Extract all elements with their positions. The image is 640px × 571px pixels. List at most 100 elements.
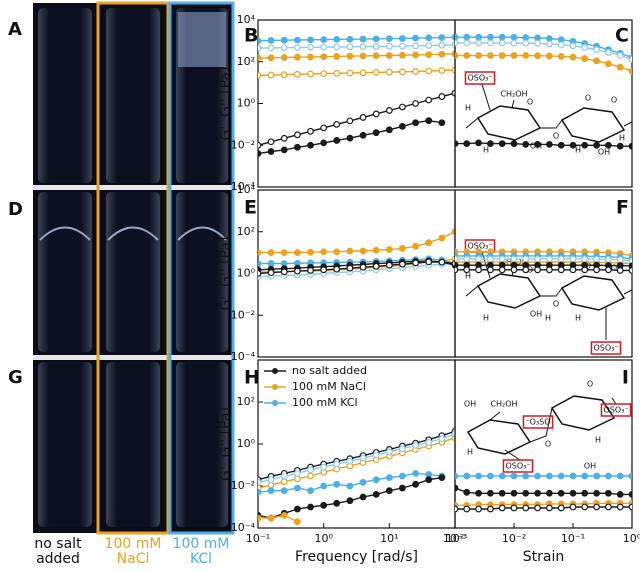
data-point	[523, 53, 529, 59]
x-tick-label: 10⁻³	[443, 532, 467, 545]
panel-label: F	[616, 197, 629, 219]
panel-label: C	[615, 25, 629, 47]
data-point	[488, 34, 494, 40]
data-point	[387, 262, 393, 268]
data-point	[558, 505, 564, 511]
series-group	[255, 229, 458, 280]
structure-label: OH	[530, 310, 542, 319]
data-point	[400, 124, 406, 130]
data-point	[308, 249, 314, 255]
chart: COSO₃⁻CH₂OHHOHOHOOOHOHH	[452, 20, 635, 187]
panel-label: D	[8, 199, 23, 220]
legend-label: no salt added	[292, 364, 367, 377]
y-axis-title: G', G'' [Pa]	[218, 407, 234, 481]
structure-label: O	[527, 98, 533, 107]
data-point	[268, 261, 274, 267]
data-point	[295, 485, 301, 491]
ring	[562, 108, 624, 142]
structure-label: OSO₃⁻	[593, 344, 618, 353]
data-point	[347, 498, 353, 504]
data-point	[308, 488, 314, 494]
data-point	[295, 250, 301, 256]
data-point	[347, 248, 353, 254]
x-tick-label: 10⁰	[314, 532, 333, 545]
data-point	[476, 506, 482, 512]
data-point	[511, 256, 517, 262]
data-point	[334, 461, 340, 467]
data-point	[476, 53, 482, 59]
structure-label: H	[483, 146, 489, 155]
data-point	[452, 485, 458, 491]
data-point	[488, 141, 494, 147]
data-point	[295, 471, 301, 477]
data-point	[255, 55, 261, 61]
data-point	[347, 459, 353, 465]
y-tick-label: 10⁻²	[231, 479, 255, 492]
data-point	[426, 440, 432, 446]
y-tick-label: 10⁰	[237, 97, 256, 110]
legend-label: 100 mM KCl	[292, 396, 358, 409]
structure-label: O	[611, 264, 617, 273]
data-point	[281, 479, 287, 485]
data-point	[281, 72, 287, 78]
data-point	[268, 149, 274, 155]
data-point	[308, 71, 314, 77]
data-point	[535, 41, 541, 47]
data-point	[452, 473, 458, 479]
panel-label: I	[622, 367, 629, 389]
data-point	[321, 71, 327, 77]
data-point	[439, 259, 445, 265]
data-point	[629, 57, 635, 63]
structure-label: H	[595, 436, 601, 445]
data-point	[476, 40, 482, 46]
data-point	[360, 494, 366, 500]
structure-label: OSO₃⁻	[467, 74, 492, 83]
data-point	[268, 38, 274, 44]
data-point	[476, 34, 482, 40]
data-point	[439, 235, 445, 241]
data-point	[321, 37, 327, 43]
photos	[33, 3, 233, 533]
data-point	[558, 490, 564, 496]
data-point	[413, 471, 419, 477]
data-point	[594, 504, 600, 510]
series-group	[452, 249, 635, 273]
data-point	[558, 54, 564, 60]
data-point	[464, 141, 470, 147]
data-point	[606, 50, 612, 56]
data-point	[570, 54, 576, 60]
data-point	[308, 54, 314, 60]
data-point	[439, 120, 445, 126]
data-point	[476, 490, 482, 496]
data-point	[523, 505, 529, 511]
data-point	[295, 519, 301, 525]
data-point	[360, 480, 366, 486]
data-point	[606, 473, 612, 479]
data-point	[255, 142, 261, 148]
data-point	[321, 464, 327, 470]
data-point	[582, 56, 588, 62]
data-point	[334, 70, 340, 76]
data-point	[523, 256, 529, 262]
data-point	[400, 473, 406, 479]
data-point	[594, 47, 600, 53]
data-point	[268, 270, 274, 276]
data-point	[295, 45, 301, 51]
data-point	[452, 506, 458, 512]
data-point	[281, 147, 287, 153]
data-point	[255, 250, 261, 256]
data-point	[281, 37, 287, 43]
data-point	[360, 70, 366, 76]
x-axis-title: Strain	[523, 549, 564, 565]
data-point	[295, 476, 301, 482]
data-point	[464, 473, 470, 479]
data-point	[547, 256, 553, 262]
series-line	[258, 431, 455, 479]
data-point	[535, 473, 541, 479]
series-group	[255, 429, 458, 525]
data-point	[268, 515, 274, 521]
data-point	[373, 36, 379, 42]
data-point	[511, 40, 517, 46]
data-point	[413, 43, 419, 49]
data-point	[373, 264, 379, 270]
